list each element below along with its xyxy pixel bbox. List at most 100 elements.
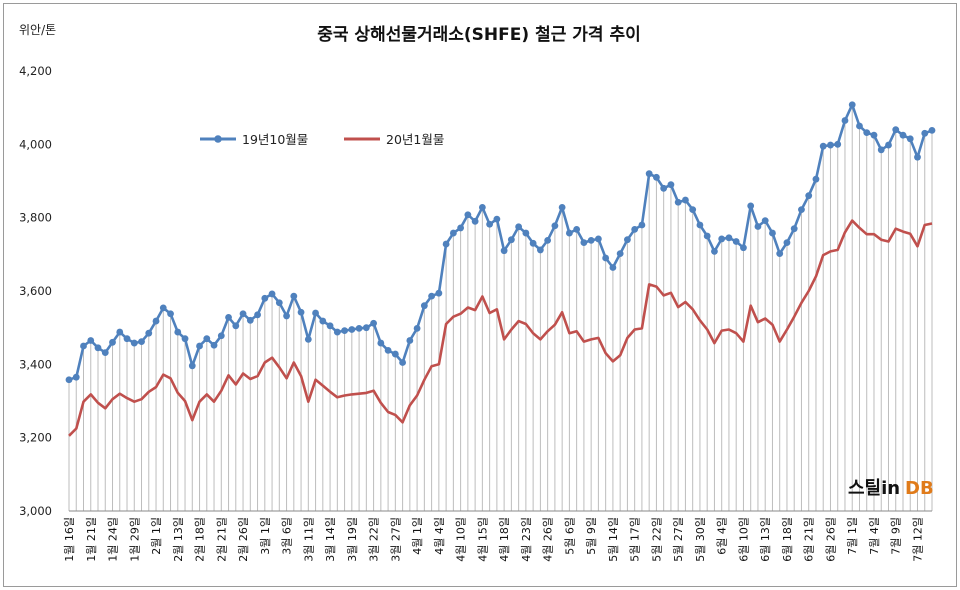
x-tick-label: 5월 14일 [606,517,620,562]
data-point [196,342,203,350]
data-point [928,127,936,134]
data-point [290,292,298,300]
x-tick-label: 3월 19일 [345,517,359,562]
data-point [159,304,167,312]
data-point [174,328,182,336]
x-tick-label: 6월 10일 [736,517,750,562]
data-point [892,126,900,134]
data-point [544,237,552,244]
data-point [72,373,80,381]
data-point [769,229,776,237]
data-point [921,129,929,137]
data-point [123,335,131,343]
data-point [754,223,762,230]
data-point [841,117,849,124]
x-tick-label: 3월 1일 [258,517,272,555]
data-point [914,153,921,161]
drop-lines [68,104,933,511]
y-tick-label: 3,600 [19,284,52,298]
data-point [87,337,95,344]
data-point [783,239,791,247]
data-point [348,326,356,333]
x-tick-label: 2월 18일 [193,517,207,562]
data-point [225,314,232,321]
x-tick-label: 1월 21일 [84,517,98,562]
data-point [565,229,573,237]
data-point [239,310,247,318]
logo-text-db: DB [905,478,934,499]
data-point [138,338,145,345]
data-point [558,204,566,211]
data-point [486,220,494,228]
data-point [391,350,399,358]
y-axis: 3,000 3,200 3,400 3,600 3,800 4,000 4,200 [19,64,52,518]
data-point [595,235,602,243]
legend-item-1: 19년10월물 [200,132,308,147]
x-tick-label: 5월 17일 [628,517,642,562]
x-tick-label: 5월 9일 [584,517,598,555]
x-tick-label: 2월 13일 [171,517,185,562]
data-point [536,246,544,254]
data-point [210,341,218,349]
data-point [580,239,588,247]
data-point [674,198,682,206]
data-point [689,206,697,214]
x-tick-label: 3월 6일 [280,517,294,555]
x-tick-label: 6월 21일 [802,517,816,562]
data-point [790,225,798,233]
data-point [312,309,319,317]
x-tick-label: 7월 12일 [910,517,924,562]
series-line-2 [68,219,933,437]
x-tick-label: 7월 9일 [889,517,903,555]
data-point [870,131,878,139]
data-point [304,336,312,343]
data-point [515,223,523,231]
data-point [341,327,348,334]
data-point [732,238,740,245]
data-point [145,329,153,337]
y-tick-label: 3,800 [19,211,52,225]
legend-marker-1 [214,135,222,143]
x-tick-label: 3월 14일 [323,517,337,562]
data-point [471,217,479,225]
chart-title: 중국 상해선물거래소(SHFE) 철근 가격 추이 [317,25,641,45]
data-point [899,131,907,139]
data-point [370,319,377,327]
data-point [819,142,827,150]
data-point [522,229,530,237]
data-point [551,222,559,230]
data-point [457,224,465,232]
y-tick-label: 3,400 [19,357,52,371]
data-point [718,235,726,243]
data-point [906,135,914,143]
x-tick-label: 3월 27일 [388,517,402,562]
data-point [638,221,646,229]
x-tick-label: 4월 18일 [497,517,511,562]
data-point [812,175,820,183]
data-point [377,339,385,347]
data-point [761,217,769,225]
data-point [275,299,283,307]
data-point [500,247,508,255]
data-point [877,146,885,154]
chart-svg: 중국 상해선물거래소(SHFE) 철근 가격 추이 위안/톤 3,000 3,20… [19,23,936,562]
x-axis: 1월 16일 1월 21일 1월 24일 1월 29일 2월 1일 2월 13일 2월 18… [62,510,932,562]
data-point [268,290,276,298]
x-tick-label: 4월 1일 [410,517,424,555]
data-point [261,294,269,302]
y-tick-label: 4,200 [19,64,52,78]
x-tick-label: 4월 26일 [541,517,555,562]
data-point [326,322,334,330]
data-point [355,325,363,332]
x-tick-label: 7월 1일 [845,517,859,555]
data-point [602,254,610,262]
data-point [507,236,515,244]
data-point [420,302,428,310]
data-point [805,192,813,200]
x-tick-label: 1월 16일 [62,517,76,562]
data-point [428,292,436,300]
x-tick-label: 4월 10일 [454,517,468,562]
logo-text-main: 스틸in [848,478,900,499]
x-tick-label: 6월 26일 [823,517,837,562]
data-point [399,359,406,366]
